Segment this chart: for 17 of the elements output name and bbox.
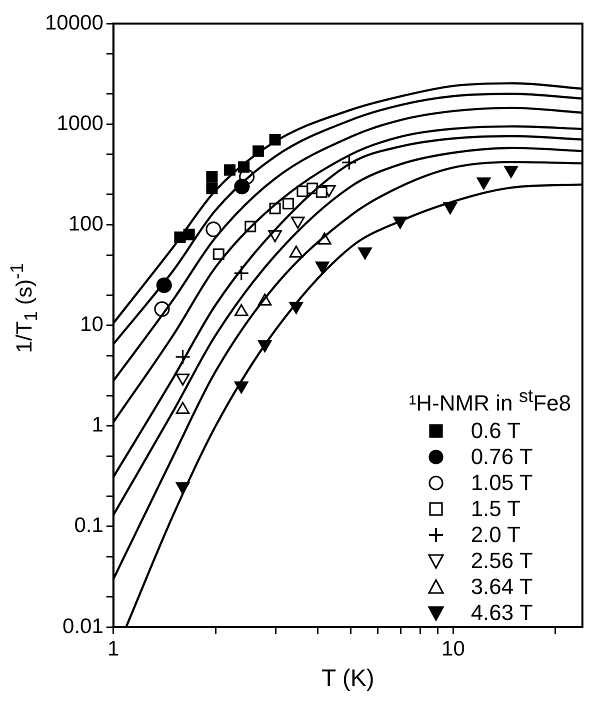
legend-label: 4.63 T (470, 600, 533, 626)
y-tick-label: 0.01 (62, 614, 104, 638)
legend-label: 3.64 T (470, 574, 533, 600)
legend-label: 2.0 T (470, 522, 521, 548)
legend-title: ¹H-NMR in $^{st}$Fe8 (408, 384, 571, 416)
legend-label: 2.56 T (470, 548, 533, 574)
legend-label: 0.6 T (470, 418, 521, 444)
y-tick-label: 10 (80, 313, 104, 336)
legend-label: 0.76 T (470, 444, 533, 470)
legend-label: 1.5 T (470, 496, 521, 522)
legend-label: 1.05 T (470, 470, 533, 496)
y-tick-label: 100 (68, 212, 104, 236)
y-tick-label: 0.1 (74, 514, 104, 538)
y-tick-label: 1000 (56, 112, 104, 135)
y-tick-label: 10000 (44, 11, 104, 34)
x-axis-title: T (K) (321, 665, 374, 692)
y-tick-label: 1 (92, 414, 104, 437)
